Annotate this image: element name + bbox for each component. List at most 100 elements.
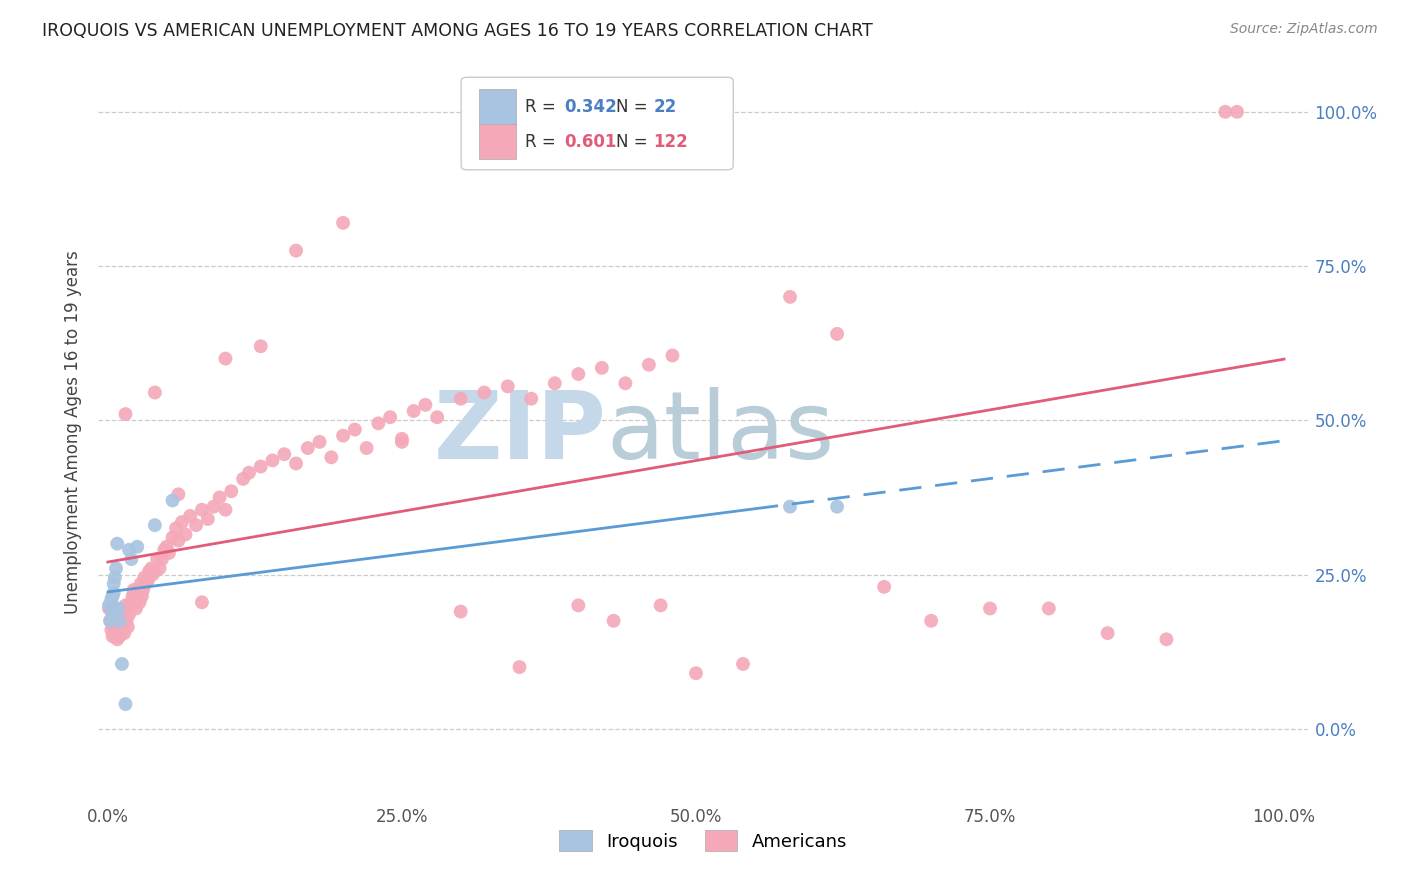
Point	[249, 339, 271, 353]
Point	[779, 500, 801, 514]
Point	[105, 620, 128, 634]
Point	[105, 614, 128, 628]
Point	[156, 540, 179, 554]
Point	[591, 360, 613, 375]
Point	[120, 552, 142, 566]
Point	[614, 376, 637, 391]
Point	[101, 607, 124, 622]
Point	[125, 601, 148, 615]
Text: ZIP: ZIP	[433, 386, 606, 479]
Point	[332, 428, 354, 442]
Point	[496, 379, 519, 393]
Point	[104, 571, 127, 585]
Point	[112, 611, 135, 625]
Point	[143, 518, 166, 533]
Point	[115, 614, 138, 628]
Point	[520, 392, 543, 406]
Point	[650, 599, 672, 613]
Text: IROQUOIS VS AMERICAN UNEMPLOYMENT AMONG AGES 16 TO 19 YEARS CORRELATION CHART: IROQUOIS VS AMERICAN UNEMPLOYMENT AMONG …	[42, 22, 873, 40]
Point	[308, 434, 330, 449]
Point	[167, 487, 190, 501]
Point	[197, 512, 219, 526]
Point	[297, 441, 319, 455]
Text: 0.601: 0.601	[564, 133, 616, 151]
Point	[602, 614, 624, 628]
Point	[128, 595, 150, 609]
Point	[1213, 104, 1236, 119]
Point	[108, 611, 131, 625]
Point	[544, 376, 567, 391]
Point	[104, 611, 127, 625]
Point	[127, 589, 149, 603]
Point	[450, 605, 472, 619]
Point	[118, 607, 141, 622]
Point	[332, 216, 354, 230]
Point	[779, 290, 801, 304]
Point	[378, 410, 401, 425]
Point	[131, 589, 153, 603]
Point	[149, 561, 172, 575]
Bar	[479, 89, 516, 125]
Point	[134, 576, 156, 591]
Point	[165, 521, 187, 535]
Point	[167, 533, 190, 548]
Point	[146, 552, 169, 566]
Point	[141, 561, 163, 575]
Text: R =: R =	[526, 98, 561, 116]
Point	[112, 626, 135, 640]
Point	[285, 244, 308, 258]
Point	[129, 576, 152, 591]
Point	[105, 561, 128, 575]
Point	[98, 614, 121, 628]
Point	[638, 358, 661, 372]
Point	[114, 697, 136, 711]
Point	[157, 546, 180, 560]
Point	[114, 407, 136, 421]
Text: 22: 22	[654, 98, 676, 116]
Point	[117, 620, 139, 634]
Point	[112, 620, 135, 634]
Point	[1038, 601, 1060, 615]
Point	[825, 500, 848, 514]
Point	[426, 410, 449, 425]
Text: Source: ZipAtlas.com: Source: ZipAtlas.com	[1230, 22, 1378, 37]
Text: atlas: atlas	[606, 386, 835, 479]
Point	[685, 666, 707, 681]
Point	[184, 518, 207, 533]
Point	[508, 660, 530, 674]
Point	[101, 589, 124, 603]
Point	[343, 423, 366, 437]
Point	[415, 398, 437, 412]
Point	[285, 457, 308, 471]
Point	[731, 657, 754, 671]
Point	[103, 601, 125, 615]
Point	[120, 595, 142, 609]
Point	[98, 599, 121, 613]
Point	[143, 565, 166, 579]
Point	[100, 614, 122, 628]
Point	[107, 616, 129, 631]
Point	[103, 620, 125, 634]
Point	[1097, 626, 1119, 640]
Point	[920, 614, 942, 628]
Bar	[479, 124, 516, 160]
Point	[108, 629, 131, 643]
Point	[111, 657, 134, 671]
Point	[249, 459, 271, 474]
Point	[136, 574, 159, 588]
Point	[191, 595, 214, 609]
FancyBboxPatch shape	[461, 78, 734, 169]
Point	[170, 515, 193, 529]
Point	[127, 540, 149, 554]
Point	[1156, 632, 1178, 647]
Point	[98, 614, 121, 628]
Point	[391, 432, 413, 446]
Point	[402, 404, 425, 418]
Point	[100, 592, 122, 607]
Point	[162, 493, 184, 508]
Point	[262, 453, 284, 467]
Point	[134, 571, 156, 585]
Point	[114, 599, 136, 613]
Point	[221, 484, 243, 499]
Point	[105, 536, 128, 550]
